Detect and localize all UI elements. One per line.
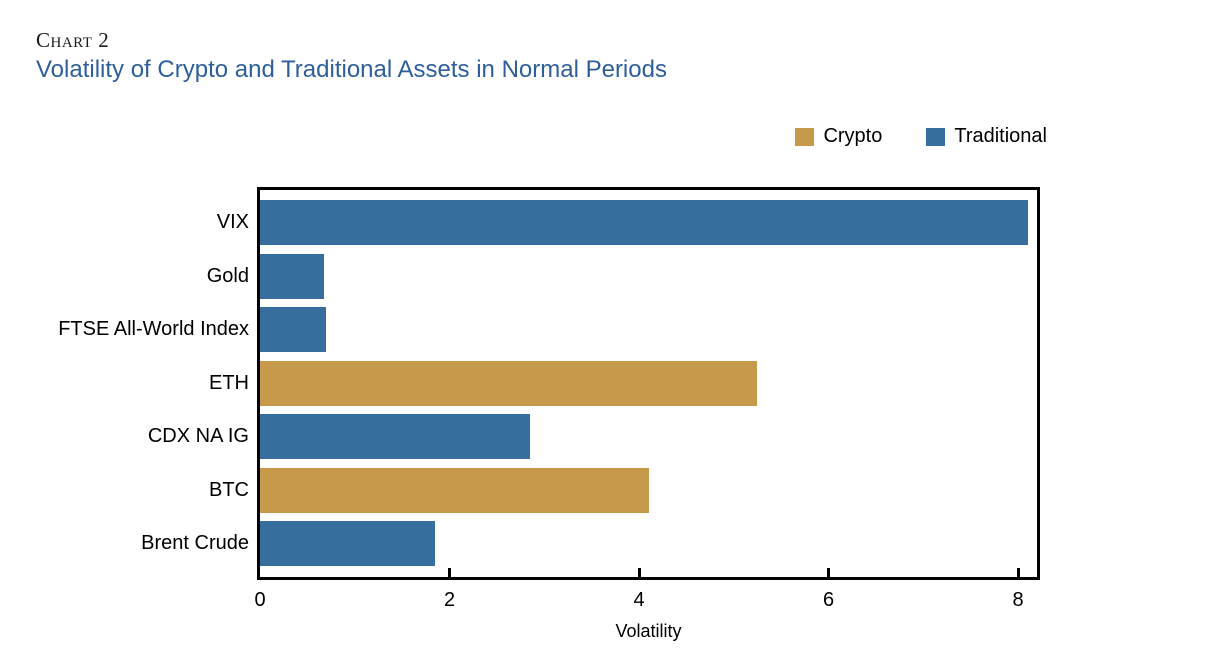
x-axis-label: Volatility	[615, 621, 682, 641]
bar-btc	[260, 467, 649, 513]
category-label: Brent Crude	[141, 532, 249, 554]
legend-label-crypto: Crypto	[823, 125, 883, 147]
chart-number-label: Chart 2	[36, 28, 110, 52]
bar-vix	[260, 200, 1028, 245]
category-label: FTSE All-World Index	[58, 318, 249, 340]
x-tick-label: 6	[822, 589, 835, 611]
x-tick-mark	[827, 568, 831, 577]
category-label: BTC	[209, 478, 249, 501]
chart-title: Volatility of Crypto and Traditional Ass…	[36, 56, 667, 83]
x-tick-mark	[1016, 568, 1020, 577]
legend-item-crypto: Crypto	[795, 125, 882, 148]
x-tick-label: 8	[1012, 589, 1024, 611]
x-tick-mark	[448, 568, 451, 577]
category-label: VIX	[216, 211, 249, 233]
chart-legend: Crypto Traditional	[795, 125, 1047, 148]
legend-label-traditional: Traditional	[954, 125, 1047, 147]
x-tick-label: 4	[633, 589, 645, 611]
bar-eth	[260, 360, 758, 406]
crypto-color-swatch	[795, 127, 815, 146]
bar-cdx-na-ig	[260, 414, 531, 459]
legend-item-traditional: Traditional	[926, 125, 1047, 148]
bar-brent-crude	[260, 521, 436, 566]
x-tick-label: 2	[443, 589, 456, 611]
category-label: ETH	[209, 371, 249, 394]
category-label: CDX NA IG	[147, 425, 249, 447]
plot-area	[257, 187, 1040, 580]
category-label: Gold	[206, 264, 249, 287]
bar-ftse-all-world-index	[260, 307, 327, 352]
traditional-color-swatch	[926, 127, 946, 146]
bar-gold	[260, 253, 325, 299]
x-tick-label: 0	[254, 589, 266, 611]
x-tick-mark	[637, 568, 641, 577]
